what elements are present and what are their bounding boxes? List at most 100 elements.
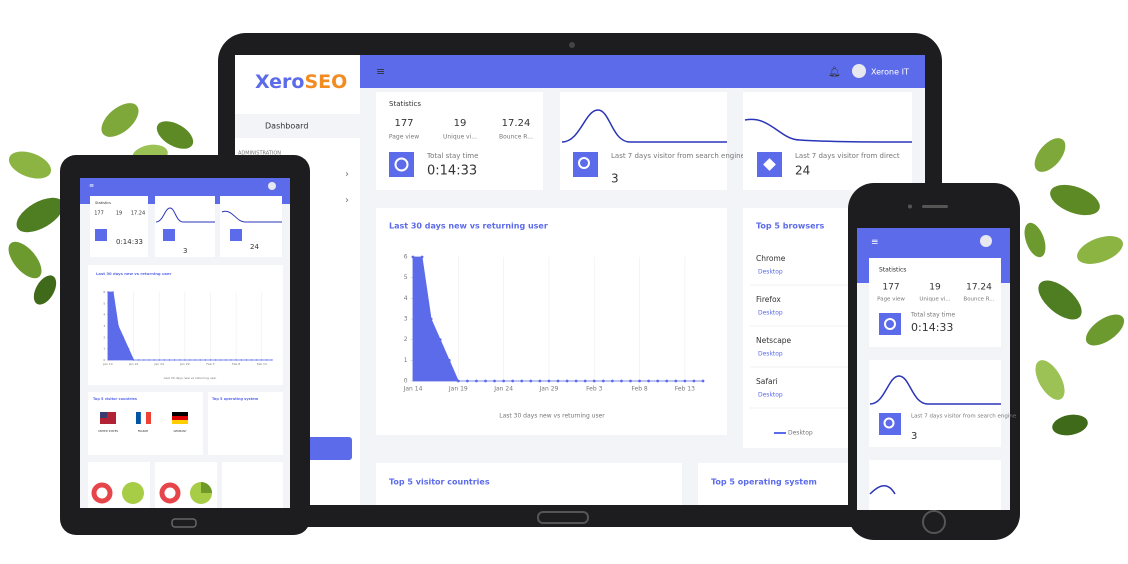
point bbox=[184, 359, 186, 361]
x-tick-label: Jan 29 bbox=[179, 362, 189, 366]
point bbox=[511, 379, 515, 383]
card-title: Top 5 visitor countries bbox=[93, 397, 137, 401]
x-tick-label: Feb 8 bbox=[631, 385, 648, 392]
point bbox=[465, 379, 469, 383]
point bbox=[420, 255, 424, 259]
point bbox=[168, 359, 171, 361]
point bbox=[132, 359, 135, 361]
point bbox=[220, 359, 222, 361]
y-tick-label: 5 bbox=[404, 274, 408, 281]
x-tick-label: Jan 24 bbox=[154, 362, 164, 366]
browser-type: Desktop bbox=[758, 351, 783, 358]
point bbox=[520, 379, 524, 383]
x-tick-label: Feb 13 bbox=[675, 385, 695, 392]
tablet-large: XeroSEO Dashboard ADMINISTRATION › › ≡ 🔔︎… bbox=[218, 33, 942, 527]
stat-value: 19 bbox=[116, 211, 122, 217]
point bbox=[610, 379, 614, 383]
point bbox=[225, 359, 227, 361]
point bbox=[261, 359, 263, 361]
point bbox=[656, 379, 660, 383]
point bbox=[674, 379, 678, 383]
point bbox=[271, 359, 273, 361]
y-tick-label: 0 bbox=[404, 378, 408, 385]
point bbox=[601, 379, 605, 383]
nav-item[interactable]: Dashboard bbox=[265, 122, 308, 131]
stat-value: 0:14:33 bbox=[911, 321, 953, 334]
stat-value: 177 bbox=[394, 118, 413, 129]
stat-label: Last 7 days visitor from direct bbox=[795, 152, 900, 160]
plant-left bbox=[8, 103, 194, 305]
point bbox=[429, 317, 433, 321]
svg-text:≡: ≡ bbox=[376, 65, 385, 78]
point bbox=[127, 347, 130, 350]
point bbox=[565, 379, 569, 383]
y-tick-label: 3 bbox=[103, 324, 105, 328]
button[interactable] bbox=[300, 437, 352, 460]
y-tick-label: 3 bbox=[404, 316, 408, 323]
x-tick-label: Jan 19 bbox=[448, 385, 468, 392]
browser-name: Netscape bbox=[756, 336, 792, 345]
country-name: FRANCE bbox=[138, 429, 149, 433]
stat-value: 0:14:33 bbox=[427, 164, 477, 179]
point bbox=[638, 379, 641, 383]
point bbox=[209, 359, 212, 361]
stat-label: Total stay time bbox=[910, 312, 955, 319]
stat-label: Unique vi... bbox=[919, 297, 950, 303]
point bbox=[701, 379, 705, 383]
card-title: Statistics bbox=[389, 100, 421, 108]
point bbox=[255, 359, 258, 361]
legend-label: Last 30 days new vs returning user bbox=[499, 413, 605, 420]
svg-text:≡: ≡ bbox=[89, 183, 94, 190]
point bbox=[240, 359, 242, 361]
stat-label: Bounce R... bbox=[499, 134, 533, 141]
country-name: GERMANY bbox=[174, 429, 187, 433]
country-name: UNITED STATES bbox=[98, 429, 118, 433]
point bbox=[574, 379, 578, 383]
point bbox=[411, 255, 415, 259]
point bbox=[230, 359, 232, 361]
x-tick-label: Feb 13 bbox=[257, 362, 267, 366]
browser-type: Desktop bbox=[758, 269, 783, 276]
point bbox=[148, 359, 150, 361]
point bbox=[665, 379, 669, 383]
y-tick-label: 1 bbox=[404, 357, 408, 364]
tablet-small: ≡ Statistics 177 19 17.24 0:14:33 3 24 L… bbox=[60, 155, 310, 535]
point bbox=[529, 379, 533, 383]
x-tick-label: Jan 14 bbox=[403, 385, 423, 392]
chart-title: Last 30 days new vs returning user bbox=[389, 222, 548, 231]
y-tick-label: 0 bbox=[103, 358, 105, 362]
x-tick-label: Jan 14 bbox=[102, 362, 112, 366]
point bbox=[158, 359, 160, 361]
x-tick-label: Feb 8 bbox=[232, 362, 240, 366]
stat-label: Page view bbox=[389, 134, 419, 141]
point bbox=[502, 379, 506, 383]
stat-value: 177 bbox=[94, 211, 104, 217]
point bbox=[447, 358, 451, 362]
point bbox=[117, 325, 119, 327]
point bbox=[245, 359, 248, 361]
legend-label: Last 30 days new vs returning user bbox=[164, 376, 218, 380]
point bbox=[163, 359, 166, 361]
stat-value: 19 bbox=[454, 118, 467, 129]
point bbox=[122, 336, 125, 339]
point bbox=[138, 359, 140, 361]
stat-value: 3 bbox=[183, 247, 187, 255]
y-tick-label: 6 bbox=[103, 290, 105, 294]
point bbox=[493, 379, 496, 383]
x-tick-label: Jan 29 bbox=[539, 385, 559, 392]
browser-name: Safari bbox=[756, 377, 778, 386]
stat-value: 0:14:33 bbox=[116, 238, 143, 246]
x-tick-label: Feb 3 bbox=[586, 385, 603, 392]
stat-label: Total stay time bbox=[426, 152, 478, 160]
point bbox=[556, 379, 560, 383]
point bbox=[112, 291, 114, 293]
point bbox=[592, 379, 596, 383]
stat-value: 177 bbox=[882, 283, 899, 293]
plant-right bbox=[1024, 138, 1125, 436]
svg-text:≡: ≡ bbox=[871, 238, 879, 248]
user-name[interactable]: Xerone IT bbox=[871, 68, 909, 77]
x-tick-label: Jan 19 bbox=[128, 362, 138, 366]
point bbox=[538, 379, 542, 383]
card-title: Statistics bbox=[95, 201, 111, 205]
